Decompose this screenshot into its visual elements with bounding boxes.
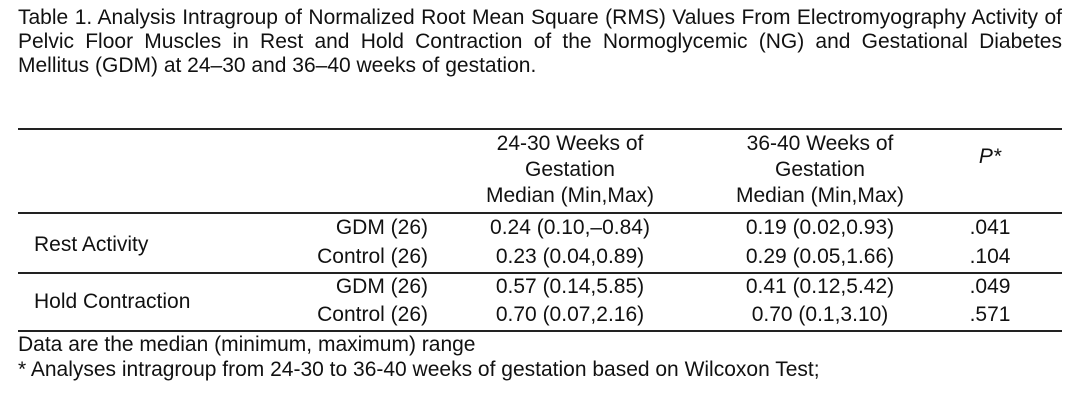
section-label-hold-contraction: Hold Contraction [34,290,191,313]
row-value-24-30: 0.70 (0.07,2.16) [495,303,645,326]
table-bottom-rule [18,330,1062,332]
footnote-data-range: Data are the median (minimum, maximum) r… [18,333,476,356]
header-36-40-line3: Median (Min,Max) [735,184,905,207]
header-p-value: P* [978,145,1002,168]
row-p-value: .571 [969,303,1011,326]
header-bottom-rule [18,212,1062,214]
row-p-value: .041 [969,216,1011,239]
header-24-30-line3: Median (Min,Max) [485,184,655,207]
row-value-24-30: 0.23 (0.04,0.89) [495,245,645,268]
row-value-36-40: 0.70 (0.1,3.10) [751,303,889,326]
row-group-label: GDM (26) [335,275,428,298]
row-group-label: Control (26) [317,245,428,268]
header-36-40-weeks: 36-40 Weeks of Gestation Median (Min,Max… [705,131,935,209]
row-value-36-40: 0.19 (0.02,0.93) [745,216,895,239]
row-value-24-30: 0.24 (0.10,–0.84) [490,216,650,239]
row-value-36-40: 0.41 (0.12,5.42) [745,275,895,298]
row-value-36-40: 0.29 (0.05,1.66) [745,245,895,268]
header-24-30-weeks: 24-30 Weeks of Gestation Median (Min,Max… [455,131,685,209]
section-divider-rule [18,272,1062,274]
footnote-wilcoxon: * Analyses intragroup from 24-30 to 36-4… [18,358,820,381]
header-36-40-line1: 36-40 Weeks of [746,132,894,155]
table-top-rule [18,128,1062,130]
table-caption: Table 1. Analysis Intragroup of Normaliz… [18,6,1062,77]
row-group-label: Control (26) [317,303,428,326]
section-label-rest-activity: Rest Activity [34,233,149,256]
row-p-value: .049 [969,275,1011,298]
row-p-value: .104 [969,245,1011,268]
row-group-label: GDM (26) [335,216,428,239]
header-36-40-line2: Gestation [775,158,865,181]
header-24-30-line2: Gestation [525,158,615,181]
header-24-30-line1: 24-30 Weeks of [496,132,644,155]
row-value-24-30: 0.57 (0.14,5.85) [495,275,645,298]
